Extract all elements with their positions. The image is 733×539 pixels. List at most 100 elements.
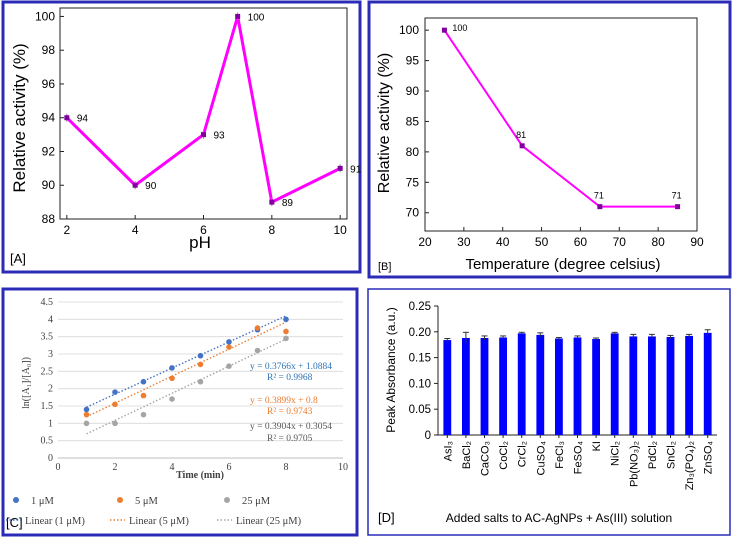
data-point (169, 365, 175, 371)
panel-b-frame (367, 0, 732, 279)
data-point (64, 115, 70, 121)
data-label: 94 (77, 114, 89, 125)
data-point (83, 406, 90, 413)
bar (499, 337, 508, 435)
chart-a: 88 90 92 94 96 98 100 2 4 6 8 10 94 90 93 100 89 91 (35, 7, 362, 237)
y-tick-label: 95 (406, 54, 420, 68)
data-point (254, 347, 261, 354)
x-tick-label: 0 (56, 462, 61, 473)
x-tick-label: 20 (418, 235, 432, 249)
data-point (283, 335, 289, 342)
x-tick-label: 90 (690, 235, 704, 249)
panel-c-frame (1, 287, 359, 537)
series-line (443, 29, 678, 208)
y-tick-label: 0.15 (409, 353, 431, 365)
y-tick-label: 2 (48, 384, 53, 395)
legend-marker (13, 497, 19, 503)
y-tick-label: 100 (35, 9, 55, 23)
x-tick-label: 80 (651, 235, 665, 249)
y-tick-label: 4 (48, 314, 53, 325)
bar (610, 333, 619, 435)
x-tick-label: 6 (227, 462, 232, 473)
bar (536, 334, 545, 435)
y-tick-label: 3.5 (41, 332, 54, 343)
panel-c-label: [C] (6, 515, 23, 530)
chart-b: 70 75 80 85 90 95 100 20 30 40 50 60 70 80 90 100 81 71 71 (399, 17, 704, 249)
data-point (283, 328, 289, 335)
data-label: 91 (350, 164, 362, 175)
y-tick-label: 0 (425, 430, 431, 442)
x-tick-label: 4 (132, 223, 139, 237)
data-point (132, 182, 138, 188)
y-tick-label: 100 (399, 23, 419, 37)
data-label: 71 (672, 191, 682, 201)
y-tick-label: 96 (42, 77, 56, 91)
trend-r-squared: R² = 0.9705 (267, 434, 313, 444)
x-tick-label: CaCO₃ (480, 441, 492, 476)
y-tick-label: 94 (42, 111, 56, 125)
y-tick-label: 70 (406, 206, 420, 220)
bar (554, 338, 563, 435)
y-tick-label: 0.20 (409, 327, 431, 339)
bar (461, 337, 470, 435)
x-tick-label: 30 (457, 235, 471, 249)
trendline (86, 338, 287, 435)
legend-trend-label: Linear (5 μM) (129, 516, 189, 527)
trend-equation: y = 0.3766x + 1.0884 (250, 362, 332, 372)
y-tick-label: 1.5 (41, 401, 54, 412)
legend-marker (117, 497, 123, 503)
legend-trend-label: Linear (1 μM) (25, 516, 85, 527)
y-tick-label: 85 (406, 114, 420, 128)
bar (480, 337, 489, 435)
chart-d: 0 0.05 0.10 0.15 0.20 0.25 AsI₃ BaCl₂ CaCO₃ CoCl₂… (409, 301, 717, 490)
data-label: 93 (214, 131, 226, 142)
y-tick-label: 75 (406, 175, 420, 189)
data-point (675, 204, 681, 210)
data-point (337, 165, 343, 171)
panel-d-ylabel: Peak Absorbance (a.u.) (384, 307, 398, 432)
bar (629, 336, 638, 435)
trendline (86, 315, 287, 408)
y-tick-label: 90 (406, 84, 420, 98)
data-point (597, 204, 603, 210)
x-tick-label: 8 (268, 223, 275, 237)
y-tick-label: 2.5 (41, 366, 54, 377)
data-point (112, 389, 118, 395)
y-tick-label: 3 (48, 349, 53, 360)
data-point (235, 13, 241, 19)
x-tick-label: KI (591, 441, 603, 451)
data-point (283, 316, 289, 323)
y-tick-label: 0 (48, 453, 53, 464)
panel-a-ylabel: Relative activity (%) (10, 43, 29, 192)
x-tick-label: 40 (496, 235, 510, 249)
y-tick-label: 0.25 (409, 301, 431, 313)
x-tick-label: 2 (63, 223, 70, 237)
data-point (169, 375, 175, 382)
data-label: 89 (282, 198, 294, 209)
data-point (112, 420, 118, 427)
data-point (226, 363, 232, 369)
x-tick-label: CoCl₂ (498, 441, 510, 470)
panel-b-label: [B] (378, 261, 391, 273)
y-tick-label: 0.5 (41, 436, 54, 447)
y-tick-label: 80 (406, 145, 420, 159)
data-point (197, 378, 204, 385)
y-tick-label: 0.10 (409, 378, 431, 390)
data-point (226, 339, 232, 345)
panel-c-xlabel: Time (min) (176, 470, 224, 481)
x-tick-label: BaCl₂ (461, 441, 473, 469)
x-tick-label: 50 (535, 235, 549, 249)
series-line (65, 16, 341, 205)
bar (666, 336, 675, 435)
bar (703, 332, 712, 435)
panel-d-frame (367, 288, 731, 536)
x-tick-label: NiCl₂ (610, 441, 622, 466)
x-tick-label: 2 (113, 462, 118, 473)
x-tick-label: 10 (333, 223, 347, 237)
legend-marker (224, 497, 230, 503)
data-point (269, 199, 275, 205)
legend-label: 5 μM (135, 496, 159, 507)
y-tick-label: 88 (42, 212, 56, 226)
trend-equation: y = 0.3899x + 0.8 (250, 396, 318, 406)
